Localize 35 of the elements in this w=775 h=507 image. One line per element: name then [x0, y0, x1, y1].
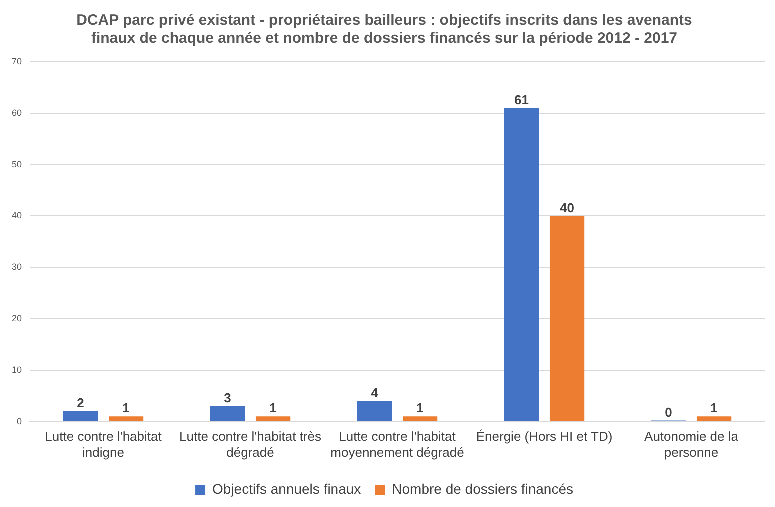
x-tick-label: Autonomie de la personne	[644, 429, 740, 460]
legend-label: Objectifs annuels finaux	[212, 480, 362, 497]
y-tick-label: 0	[16, 416, 22, 426]
data-label: 2	[77, 396, 84, 411]
y-tick-label: 10	[12, 364, 22, 375]
bar	[210, 406, 246, 422]
y-tick-label: 20	[12, 313, 22, 324]
x-tick-label: Énergie (Hors HI et TD)	[476, 429, 613, 444]
data-label: 1	[416, 400, 424, 416]
bar	[504, 108, 540, 422]
data-label: 4	[371, 385, 380, 400]
data-label: 1	[122, 400, 130, 416]
y-tick-label: 30	[12, 262, 22, 272]
y-tick-label: 70	[12, 56, 22, 66]
bar	[108, 416, 144, 422]
data-label: 40	[560, 200, 575, 216]
x-tick-label: Lutte contre l'habitat indigne	[45, 429, 162, 460]
bar	[357, 401, 392, 422]
bar	[696, 416, 732, 422]
data-label: 1	[710, 400, 718, 416]
x-tick-label: Lutte contre l'habitat moyennement dégradé	[330, 429, 464, 460]
x-tick-label: Lutte contre l'habitat très dégradé	[180, 429, 322, 460]
y-tick-label: 50	[12, 159, 22, 170]
bar	[256, 416, 291, 422]
chart-title: DCAP parc privé existant - propriétaires bailleurs : objectifs inscrits dans les avenants finaux de chaque année et nombre de dossiers financés sur la période 2012 - 2017	[76, 12, 692, 48]
data-label: 0	[665, 404, 672, 420]
y-tick-label: 60	[12, 108, 22, 118]
data-label: 3	[224, 390, 232, 406]
bar	[402, 416, 438, 422]
bar	[63, 412, 98, 422]
legend-label: Nombre de dossiers financés	[392, 480, 574, 497]
y-tick-label: 40	[12, 210, 22, 221]
data-label: 61	[514, 92, 529, 108]
data-label: 1	[270, 400, 277, 416]
bar	[550, 216, 585, 422]
